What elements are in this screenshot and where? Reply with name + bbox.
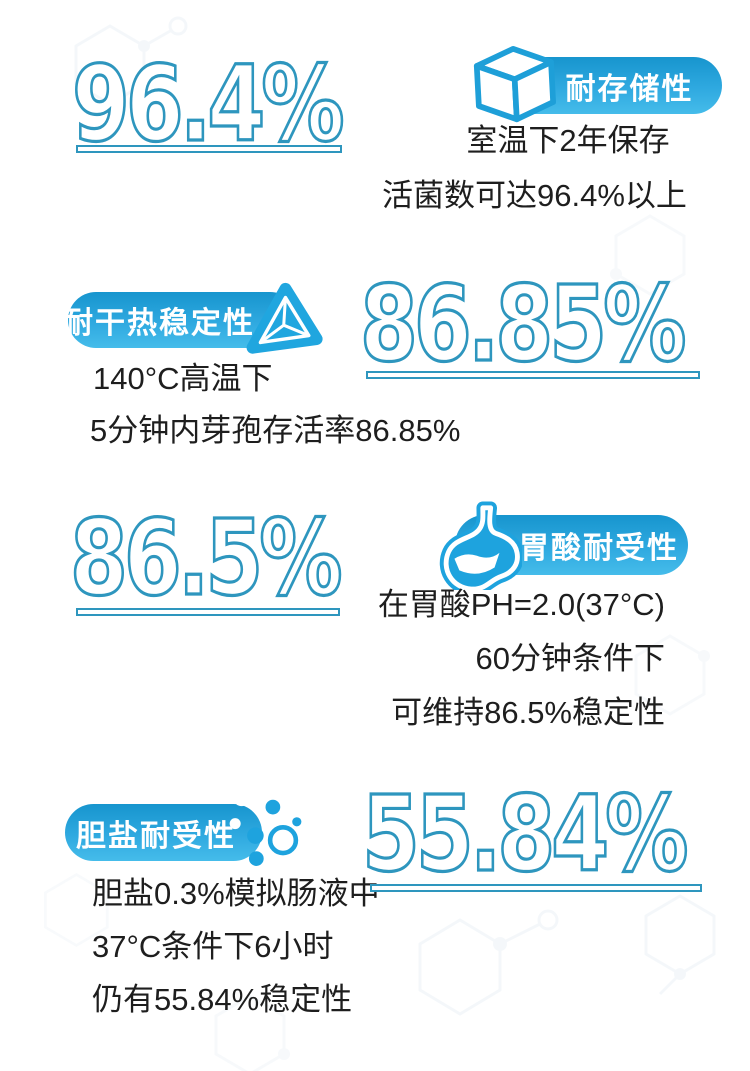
bile-detail-line: 仍有55.84%稳定性 <box>92 982 353 1017</box>
bubbles-icon <box>229 789 302 866</box>
storage-big-number: 96.4% <box>71 43 346 165</box>
pyramid-icon <box>246 282 323 354</box>
bile-detail-line: 37°C条件下6小时 <box>92 929 334 964</box>
gastric-badge-label: 胃酸耐受性 <box>519 532 679 565</box>
bile-underline-bar <box>370 884 702 892</box>
dry-heat-badge-pill: 耐干热稳定性 <box>63 292 298 348</box>
dry-heat-badge-label: 耐干热稳定性 <box>63 307 255 340</box>
storage-underline-bar <box>76 145 342 153</box>
bile-detail-line: 胆盐0.3%模拟肠液中 <box>92 876 380 911</box>
bile-big-number: 55.84% <box>361 773 690 895</box>
stomach-icon <box>439 501 522 590</box>
gastric-detail-line: 60分钟条件下 <box>475 641 665 676</box>
dry-heat-underline-bar <box>366 371 700 379</box>
gastric-big-number: 86.5% <box>69 497 344 619</box>
gastric-detail-line: 可维持86.5%稳定性 <box>391 695 665 730</box>
molecule-watermark <box>644 894 716 996</box>
molecule-watermark <box>418 909 559 1016</box>
dry-heat-big-number: 86.85% <box>359 263 688 385</box>
gastric-underline-bar <box>76 608 340 616</box>
gastric-detail-line: 在胃酸PH=2.0(37°C) <box>377 587 665 622</box>
storage-detail-line: 室温下2年保存 <box>466 123 670 158</box>
dry-heat-detail-line: 5分钟内芽孢存活率86.85% <box>90 413 461 448</box>
bile-badge-label: 胆盐耐受性 <box>76 819 236 853</box>
storage-detail-line: 活菌数可达96.4%以上 <box>382 178 687 213</box>
dry-heat-detail-line: 140°C高温下 <box>93 361 273 396</box>
bile-badge-pill: 胆盐耐受性 <box>65 804 262 861</box>
storage-badge-label: 耐存储性 <box>565 72 694 106</box>
cube-icon <box>473 45 556 123</box>
